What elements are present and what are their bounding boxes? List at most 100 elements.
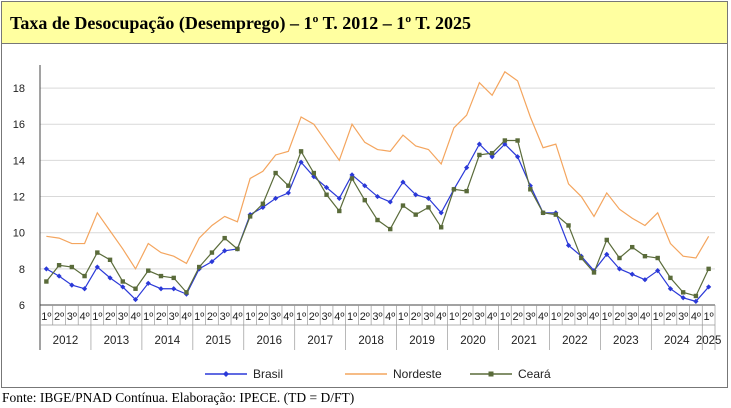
data-point: [693, 298, 699, 304]
y-tick-label: 6: [19, 300, 25, 312]
data-point: [565, 242, 572, 248]
title-bar: Taxa de Desocupação (Desemprego) – 1º T.…: [2, 2, 727, 44]
x-tick-label: 2º: [614, 311, 624, 323]
data-point: [438, 225, 444, 230]
series-line-nordeste: [46, 70, 710, 271]
data-point: [527, 183, 533, 189]
legend: Brasil Nordeste Ceará: [205, 367, 551, 381]
data-point: [171, 286, 177, 292]
data-point: [95, 250, 100, 255]
x-tick-label: 3º: [271, 311, 281, 323]
data-point: [107, 257, 113, 263]
data-point: [642, 253, 648, 259]
data-point: [120, 279, 125, 284]
data-point: [286, 183, 291, 188]
data-point: [132, 296, 139, 303]
y-tick-label: 12: [13, 192, 25, 204]
data-point: [515, 138, 520, 143]
x-tick-label: 4º: [232, 311, 242, 323]
data-point: [591, 270, 597, 275]
data-point: [579, 255, 584, 261]
y-tick-label: 16: [13, 119, 25, 131]
x-tick-label: 4º: [385, 311, 395, 323]
data-point: [502, 138, 508, 143]
x-tick-label: 3º: [576, 311, 586, 323]
data-point: [196, 264, 202, 270]
x-tick-label: 3º: [372, 311, 382, 323]
legend-label: Nordeste: [393, 367, 442, 381]
year-label: 2024: [664, 335, 690, 347]
data-point: [323, 184, 330, 191]
year-label: 2017: [307, 335, 333, 347]
data-point: [604, 237, 609, 243]
data-point: [69, 282, 75, 288]
x-tick-label: 1º: [296, 311, 306, 323]
data-point: [476, 141, 482, 147]
data-point: [69, 264, 75, 270]
data-point: [375, 217, 380, 223]
data-point: [528, 187, 533, 192]
legend-marker: [223, 371, 229, 377]
x-tick-label: 4º: [691, 311, 701, 323]
data-point: [642, 277, 648, 283]
x-tick-label: 1º: [704, 311, 714, 323]
data-point: [387, 199, 393, 205]
data-point: [374, 193, 381, 200]
x-tick-label: 3º: [169, 311, 179, 323]
year-label: 2021: [511, 335, 537, 347]
x-tick-label: 1º: [143, 311, 153, 323]
x-tick-label: 1º: [449, 311, 459, 323]
y-tick-label: 10: [13, 228, 25, 240]
year-label: 2014: [155, 335, 181, 347]
x-tick-label: 2º: [258, 311, 268, 323]
data-point: [413, 212, 418, 217]
data-point: [184, 290, 189, 295]
data-point: [400, 179, 406, 185]
x-tick-label: 4º: [130, 311, 140, 323]
x-tick-label: 4º: [538, 311, 548, 323]
legend-label: Ceará: [518, 367, 551, 381]
y-tick-label: 8: [19, 264, 25, 276]
data-point: [464, 188, 469, 194]
data-point: [477, 152, 482, 158]
data-point: [247, 214, 253, 219]
x-tick-label: 2º: [105, 311, 115, 323]
data-point: [680, 290, 686, 295]
x-tick-label: 2º: [462, 311, 472, 323]
year-label: 2025: [696, 335, 722, 347]
x-tick-label: 4º: [436, 311, 446, 323]
data-point: [426, 205, 431, 210]
data-point: [273, 170, 278, 176]
x-tick-label: 2º: [156, 311, 166, 323]
data-point: [285, 190, 291, 196]
data-point: [324, 192, 329, 197]
data-point: [349, 176, 355, 181]
data-point: [400, 203, 406, 208]
data-point: [222, 235, 227, 241]
data-point: [655, 255, 660, 261]
data-point: [540, 210, 546, 216]
x-tick-label: 3º: [678, 311, 688, 323]
data-point: [171, 275, 176, 281]
data-point: [451, 187, 457, 192]
data-point: [209, 250, 215, 255]
x-tick-label: 3º: [118, 311, 128, 323]
x-tick-label: 2º: [563, 311, 573, 323]
data-point: [680, 295, 686, 301]
x-tick-label: 3º: [67, 311, 77, 323]
x-tick-label: 4º: [334, 311, 344, 323]
x-tick-label: 1º: [41, 311, 51, 323]
legend-marker: [488, 371, 494, 377]
data-point: [107, 275, 113, 281]
data-point: [120, 284, 126, 290]
data-point: [667, 286, 674, 292]
data-point: [311, 174, 317, 180]
data-point: [362, 197, 367, 203]
data-point: [514, 154, 521, 160]
chart-title: Taxa de Desocupação (Desemprego) – 1º T.…: [10, 13, 472, 33]
data-point: [413, 192, 419, 198]
data-point: [464, 165, 470, 171]
data-point: [617, 255, 622, 261]
data-point: [260, 204, 266, 210]
